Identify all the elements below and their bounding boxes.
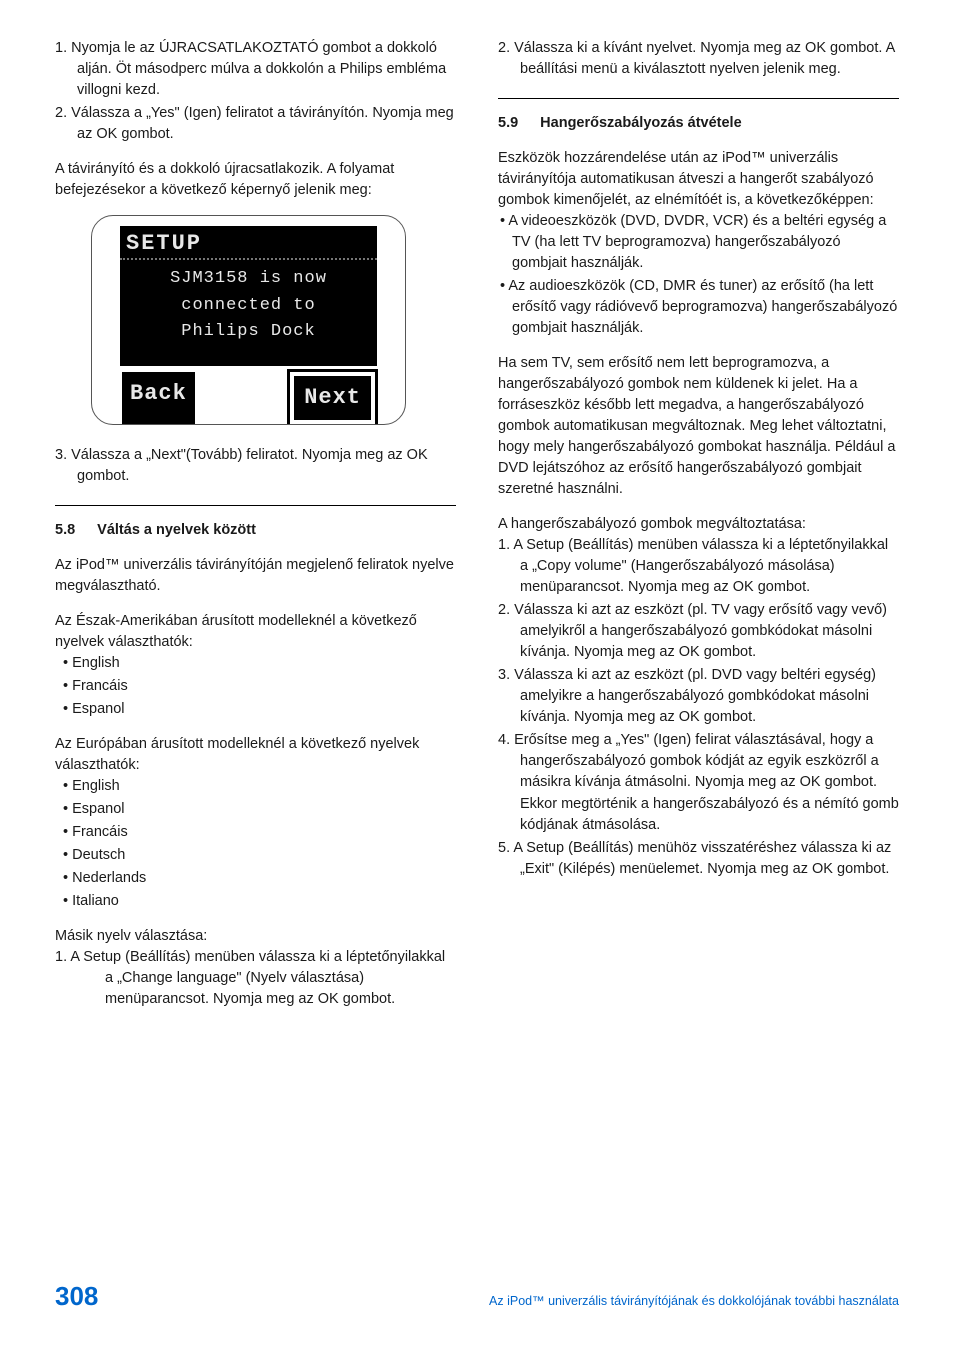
list-item: 2. Válassza a „Yes" (Igen) feliratot a t… [55,103,456,145]
list-item: • Nederlands [55,868,456,889]
list-item: • Francáis [55,822,456,843]
section-title: Váltás a nyelvek között [97,520,256,541]
list-item: 3. Válassza a „Next"(Tovább) feliratot. … [55,445,456,487]
next-button: Next [290,372,375,424]
list-item: 1. A Setup (Beállítás) menüben válassza … [55,947,456,1010]
list-item: • Espanol [55,799,456,820]
list-item: • A videoeszközök (DVD, DVDR, VCR) és a … [498,211,899,274]
list-item: 3. Válassza ki azt az eszközt (pl. DVD v… [498,665,899,728]
list-item: • Francáis [55,676,456,697]
lcd-line: SJM3158 is now [120,266,377,292]
list-item: • Deutsch [55,845,456,866]
list-item: 2. Válassza ki azt az eszközt (pl. TV va… [498,600,899,663]
paragraph: Az iPod™ univerzális távirányítóján megj… [55,555,456,597]
list-item: • English [55,653,456,674]
list-item: 1. Nyomja le az ÚJRACSATLAKOZTATÓ gombot… [55,38,456,101]
back-button: Back [122,372,195,424]
paragraph: A hangerőszabályozó gombok megváltoztatá… [498,514,899,535]
lcd-line: connected to [120,293,377,319]
paragraph: Az Európában árusított modelleknél a köv… [55,734,456,776]
device-screen: SETUP SJM3158 is now connected to Philip… [91,215,406,425]
paragraph: Eszközök hozzárendelése után az iPod™ un… [498,148,899,211]
lcd-display: SETUP SJM3158 is now connected to Philip… [120,226,377,366]
lcd-title: SETUP [120,232,377,260]
lcd-button-row: Back Next [120,366,377,424]
list-item: • Az audioeszközök (CD, DMR és tuner) az… [498,276,899,339]
lcd-line: Philips Dock [120,319,377,345]
list-item: 1. A Setup (Beállítás) menüben válassza … [498,535,899,598]
list-item: 5. A Setup (Beállítás) menühöz visszatér… [498,838,899,880]
content-columns: 1. Nyomja le az ÚJRACSATLAKOZTATÓ gombot… [55,38,899,1010]
section-heading: 5.9 Hangerőszabályozás átvétele [498,113,899,134]
right-column: 2. Válassza ki a kívánt nyelvet. Nyomja … [498,38,899,1010]
section-rule [55,505,456,506]
footer-text: Az iPod™ univerzális távirányítójának és… [489,1292,899,1310]
page-number: 308 [55,1278,98,1316]
section-heading: 5.8 Váltás a nyelvek között [55,520,456,541]
list-item: 2. Válassza ki a kívánt nyelvet. Nyomja … [498,38,899,80]
section-rule [498,98,899,99]
paragraph: Ha sem TV, sem erősítő nem lett beprogra… [498,353,899,500]
paragraph: Az Észak-Amerikában árusított modellekné… [55,611,456,653]
section-number: 5.8 [55,520,75,541]
list-item: • Espanol [55,699,456,720]
list-item: • English [55,776,456,797]
section-number: 5.9 [498,113,518,134]
paragraph: A távirányító és a dokkoló újracsatlakoz… [55,159,456,201]
list-item: • Italiano [55,891,456,912]
page-footer: 308 Az iPod™ univerzális távirányítójána… [55,1278,899,1316]
section-title: Hangerőszabályozás átvétele [540,113,741,134]
list-item: 4. Erősítse meg a „Yes" (Igen) felirat v… [498,730,899,835]
left-column: 1. Nyomja le az ÚJRACSATLAKOZTATÓ gombot… [55,38,456,1010]
paragraph: Másik nyelv választása: [55,926,456,947]
